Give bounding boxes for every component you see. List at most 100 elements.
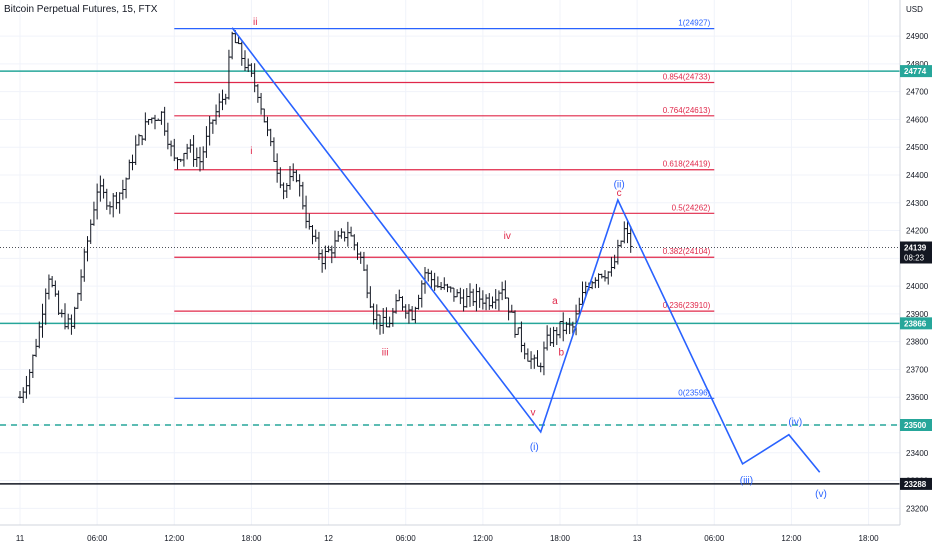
candle [339,228,344,239]
candle [191,135,196,167]
candle [464,288,469,308]
price-tick-label: 24700 [906,88,929,97]
candle [95,183,100,220]
wave-label: i [250,146,252,157]
candle [410,306,415,321]
wave-label: (iv) [788,417,802,428]
fib-level-label: 0(23596) [678,388,710,397]
candle [567,317,572,335]
wave-label: ii [253,17,257,28]
candle [56,290,61,315]
wave-label: (iii) [740,475,753,486]
candle [239,41,244,66]
fib-level-label: 1(24927) [678,19,710,28]
candle [255,84,260,103]
candle [21,387,26,403]
candle [108,201,112,215]
candle [387,316,392,328]
candle [310,225,315,245]
candle [300,181,305,210]
candle [275,153,280,183]
fib-level-label: 0.618(24419) [663,160,711,169]
wave-label: a [552,296,558,307]
fib-level-label: 0.764(24613) [663,106,711,115]
candle [249,63,254,78]
candle [140,135,145,146]
price-badge-label: 24774 [904,67,927,76]
price-tick-label: 23700 [906,365,929,374]
candle [326,245,331,253]
candle [378,314,382,335]
candle [159,111,164,125]
candle [98,175,103,202]
candle [622,221,627,244]
price-axis-bg [900,0,932,550]
candle [169,140,174,157]
candle [468,283,472,307]
fib-level-label: 0.5(24262) [672,203,711,212]
candle [333,230,337,258]
candle [214,104,219,125]
fib-level-label: 0.854(24733) [663,73,711,82]
current-price-badge [900,241,932,264]
candle [46,274,51,300]
candle [615,239,620,265]
candle [181,152,186,167]
candle [506,297,511,321]
candle [451,287,456,302]
horizontal-lines [0,70,900,485]
price-tick-label: 24400 [906,171,929,180]
candle [426,268,431,282]
currency-label: USD [906,5,923,14]
candle [63,303,67,330]
price-tick-label: 23600 [906,393,929,402]
time-axis[interactable]: 11 06:00 12:00 18:00 12 06:00 12:00 18:00 13 06:0… [0,524,900,550]
wave-path [231,27,821,473]
wave-label: (i) [530,442,539,453]
candle [79,269,84,301]
candle [185,143,190,160]
candle [27,369,32,395]
current-price-label: 24139 [904,244,927,253]
time-tick-label: 13 [633,534,642,543]
candle [419,280,424,308]
candle [361,251,366,272]
candle [522,342,527,360]
candle [445,283,450,293]
candle [153,114,157,130]
candle [114,192,119,210]
candle [397,289,402,302]
candle [628,226,633,253]
candle [43,288,48,325]
time-tick-label: 11 [16,534,25,543]
price-tick-label: 24200 [906,227,929,236]
candle [400,296,405,311]
candle [91,201,96,226]
candle [368,286,373,308]
candle [474,283,479,312]
price-badge-label: 23866 [904,319,927,328]
time-tick-label: 06:00 [704,534,725,543]
candle [24,375,29,399]
wave-label: (ii) [614,180,625,191]
price-badge-label: 23500 [904,421,927,430]
candle [599,273,604,279]
price-badge [900,477,932,490]
candle [307,213,312,230]
candle [133,135,138,165]
candle [381,308,386,334]
price-axis[interactable]: USD2320023300234002350023600237002380023… [899,0,932,550]
candle [516,327,521,335]
candle [304,195,309,229]
fibonacci-retracement[interactable]: 1(24927) 0.854(24733) 0.764(24613) 0.618(24… [174,19,715,399]
candle [554,327,559,345]
candle [503,280,508,300]
countdown-label: 08:23 [904,254,925,263]
candle [535,350,540,367]
candle [69,314,74,335]
candle [538,362,543,373]
candle [259,92,264,115]
candle [40,303,45,338]
wave-projection[interactable] [231,27,821,473]
